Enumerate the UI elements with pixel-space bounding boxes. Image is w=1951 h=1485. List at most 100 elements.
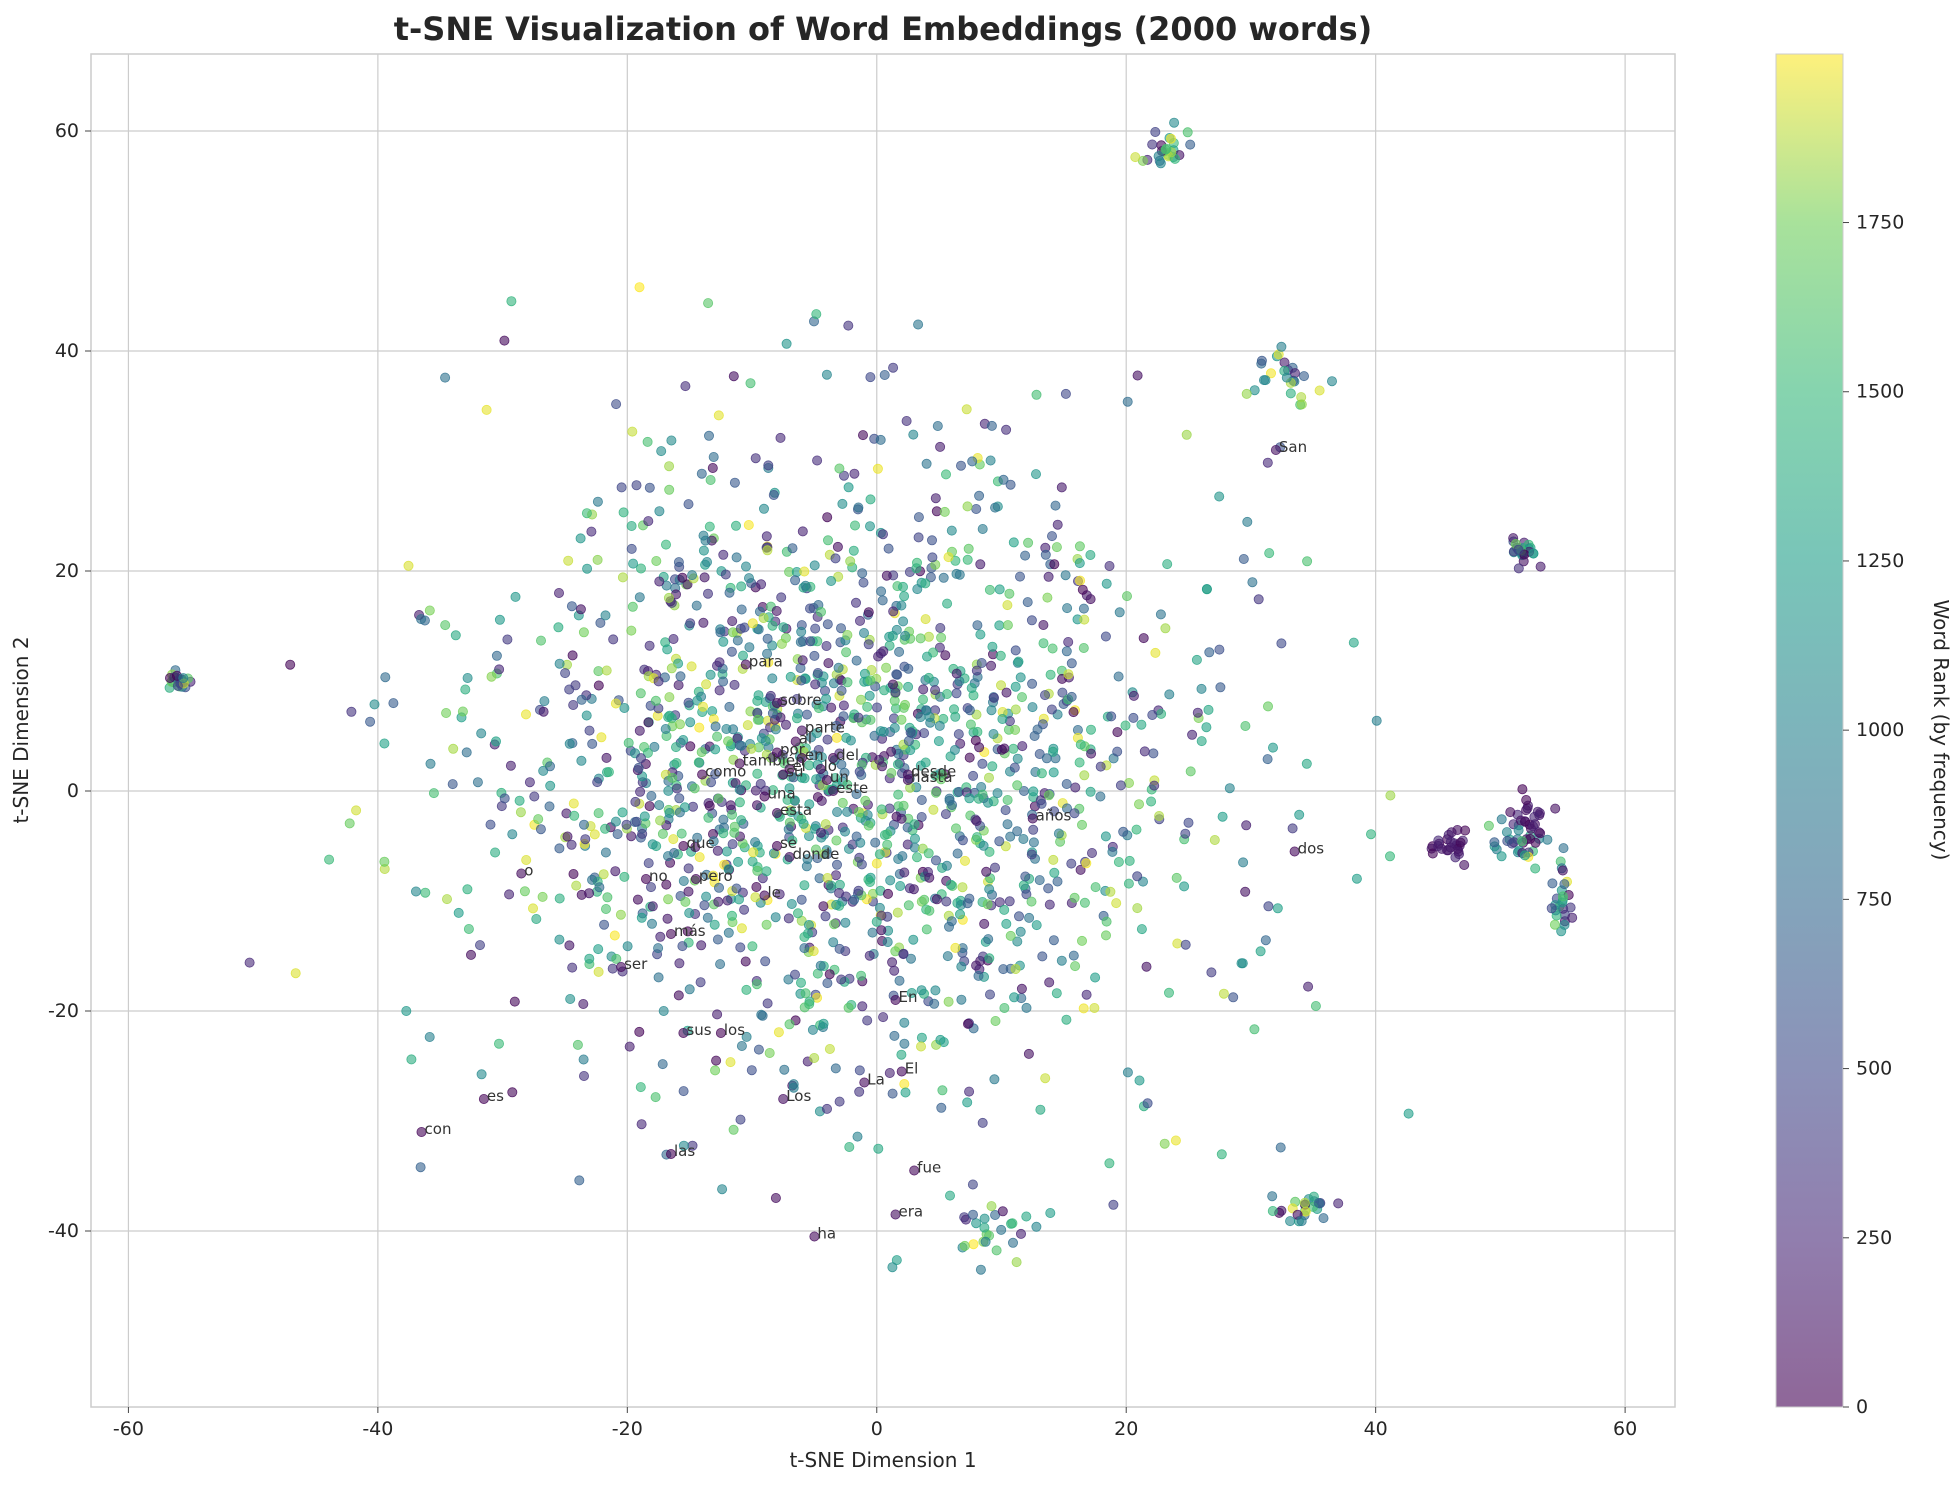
- scatter-point: [1206, 967, 1217, 978]
- scatter-point: [943, 996, 954, 1007]
- scatter-point: [1150, 647, 1161, 658]
- scatter-point: [972, 726, 983, 737]
- scatter-point: [1079, 614, 1090, 625]
- scatter-point: [938, 572, 949, 583]
- scatter-point: [1052, 519, 1063, 530]
- scatter-point: [826, 880, 837, 891]
- scatter-point: [476, 728, 487, 739]
- scatter-point: [975, 629, 986, 640]
- scatter-point: [1276, 341, 1287, 352]
- scatter-point: [816, 827, 827, 838]
- scatter-point: [879, 830, 890, 841]
- scatter-point: [772, 808, 783, 819]
- scatter-point: [916, 795, 927, 806]
- scatter-point: [1069, 808, 1080, 819]
- scatter-point: [1170, 1135, 1181, 1146]
- scatter-point: [1132, 903, 1143, 914]
- word-label: ser: [624, 955, 648, 973]
- scatter-point: [1132, 871, 1143, 882]
- scatter-point: [678, 1086, 689, 1097]
- scatter-point: [811, 728, 822, 739]
- scatter-point: [1130, 152, 1141, 163]
- scatter-point: [713, 793, 724, 804]
- scatter-point: [735, 623, 746, 634]
- scatter-point: [662, 913, 673, 924]
- scatter-point: [875, 726, 886, 737]
- word-label: esta: [780, 801, 812, 819]
- scatter-point: [858, 430, 869, 441]
- scatter-point: [933, 736, 944, 747]
- scatter-point: [856, 970, 867, 981]
- scatter-point: [853, 502, 864, 513]
- scatter-point: [831, 720, 842, 731]
- scatter-point: [724, 587, 735, 598]
- scatter-point: [626, 831, 637, 842]
- scatter-point: [666, 435, 677, 446]
- scatter-point: [677, 941, 688, 952]
- scatter-point: [1031, 389, 1042, 400]
- scatter-point: [941, 469, 952, 480]
- scatter-point: [609, 930, 620, 941]
- scatter-point: [772, 698, 783, 709]
- scatter-point: [1017, 741, 1028, 752]
- scatter-point: [750, 892, 761, 903]
- scatter-point: [1066, 658, 1077, 669]
- scatter-point: [499, 793, 510, 804]
- scatter-point: [680, 896, 691, 907]
- scatter-point: [734, 758, 745, 769]
- scatter-point: [1077, 819, 1088, 830]
- scatter-point: [524, 777, 535, 788]
- scatter-point: [416, 614, 427, 625]
- scatter-point: [1496, 814, 1507, 825]
- scatter-point: [1371, 715, 1382, 726]
- scatter-point: [504, 889, 515, 900]
- scatter-point: [1139, 746, 1150, 757]
- y-axis-label: t-SNE Dimension 2: [9, 636, 33, 823]
- scatter-point: [450, 630, 461, 641]
- scatter-point: [664, 692, 675, 703]
- scatter-point: [1095, 761, 1106, 772]
- scatter-point: [1268, 742, 1279, 753]
- scatter-point: [1285, 388, 1296, 399]
- scatter-point: [932, 420, 943, 431]
- scatter-point: [997, 1206, 1008, 1217]
- scatter-point: [1162, 559, 1173, 570]
- scatter-point: [791, 694, 802, 705]
- scatter-point: [1181, 429, 1192, 440]
- scatter-point: [854, 1086, 865, 1097]
- scatter-point: [1015, 672, 1026, 683]
- scatter-point: [809, 1053, 820, 1064]
- scatter-point: [1518, 556, 1529, 567]
- word-label: dos: [1298, 840, 1325, 858]
- scatter-point: [596, 732, 607, 743]
- scatter-point: [962, 554, 973, 565]
- scatter-point: [696, 468, 707, 479]
- scatter-point: [1255, 946, 1266, 957]
- scatter-point: [1061, 646, 1072, 657]
- scatter-point: [945, 879, 956, 890]
- scatter-point: [815, 764, 826, 775]
- scatter-point: [1203, 704, 1214, 715]
- scatter-point: [1522, 803, 1533, 814]
- scatter-point: [795, 637, 806, 648]
- scatter-point: [758, 613, 769, 624]
- scatter-point: [976, 658, 987, 669]
- scatter-point: [664, 484, 675, 495]
- scatter-point: [753, 1044, 764, 1055]
- scatter-point: [964, 793, 975, 804]
- scatter-point: [898, 949, 909, 960]
- scatter-point: [759, 791, 770, 802]
- scatter-point: [1567, 912, 1578, 923]
- scatter-point: [641, 874, 652, 885]
- scatter-point: [888, 606, 899, 617]
- word-label: parte: [805, 719, 845, 737]
- scatter-point: [895, 881, 906, 892]
- scatter-point: [1012, 753, 1023, 764]
- scatter-point: [1267, 1206, 1278, 1217]
- scatter-point: [762, 648, 773, 659]
- scatter-point: [1061, 779, 1072, 790]
- scatter-point: [673, 990, 684, 1001]
- scatter-point: [603, 767, 614, 778]
- scatter-point: [668, 834, 679, 845]
- scatter-point: [653, 972, 664, 983]
